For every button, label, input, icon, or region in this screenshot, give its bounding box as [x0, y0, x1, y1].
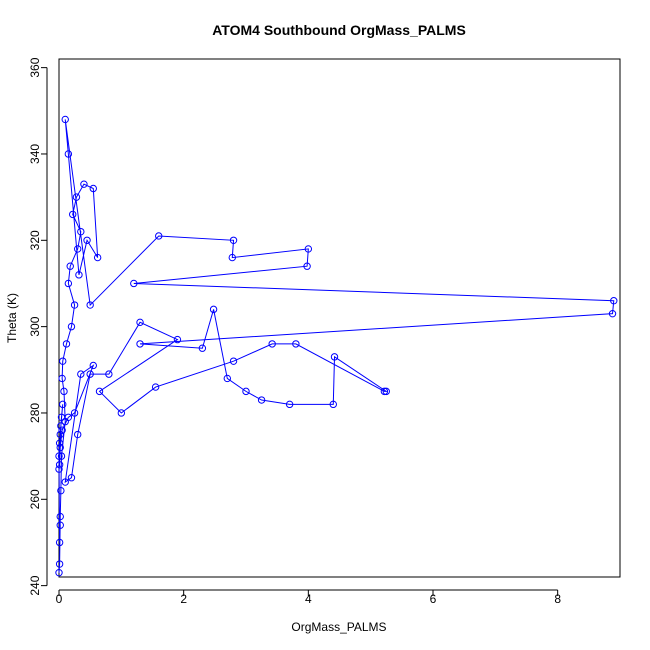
data-point	[198, 344, 207, 352]
data-point	[66, 262, 74, 270]
data-point	[229, 236, 238, 245]
data-point	[380, 387, 389, 396]
data-point	[136, 340, 144, 348]
x-axis-label: OrgMass_PALMS	[291, 620, 386, 634]
data-point	[130, 279, 138, 288]
data-point	[75, 271, 83, 279]
data-point	[60, 387, 68, 396]
data-point	[55, 568, 63, 577]
data-point	[86, 301, 94, 309]
data-point	[74, 430, 82, 439]
data-point	[382, 387, 390, 396]
series-layer	[55, 115, 618, 577]
data-point	[58, 374, 66, 383]
data-point	[61, 478, 69, 486]
data-point	[58, 426, 66, 434]
data-point	[56, 430, 64, 439]
data-point	[57, 452, 66, 460]
data-point	[95, 387, 104, 396]
data-point	[62, 340, 71, 348]
data-point	[173, 335, 182, 344]
data-point	[80, 180, 88, 188]
data-point	[304, 245, 313, 253]
chart-title: ATOM4 Southbound OrgMass_PALMS	[212, 22, 466, 38]
y-tick-label: 280	[28, 403, 42, 423]
data-point	[83, 236, 91, 245]
x-tick-label: 8	[554, 592, 561, 606]
y-tick-label: 260	[28, 489, 42, 509]
y-axis-label: Theta (K)	[5, 293, 19, 343]
x-tick-label: 2	[180, 592, 187, 606]
data-point	[77, 370, 85, 378]
plot-frame	[58, 58, 621, 578]
data-point	[59, 400, 67, 409]
data-point	[55, 538, 64, 547]
y-tick-label: 320	[28, 230, 42, 250]
data-point	[56, 512, 64, 521]
data-point	[285, 400, 294, 409]
data-point	[57, 422, 65, 430]
data-point	[67, 474, 76, 482]
data-point	[89, 361, 97, 370]
data-point	[57, 486, 65, 495]
x-tick-label: 4	[305, 592, 312, 606]
data-point	[70, 409, 79, 417]
data-point	[268, 340, 276, 348]
data-point	[55, 461, 64, 469]
data-point	[67, 322, 76, 331]
x-tick-label: 6	[430, 592, 437, 606]
data-point	[89, 184, 97, 193]
data-point	[608, 309, 617, 318]
y-tick-label: 360	[28, 57, 42, 77]
data-point	[330, 353, 339, 361]
data-point	[303, 262, 311, 270]
data-point	[93, 253, 102, 262]
data-point	[209, 305, 218, 314]
x-tick-label: 0	[56, 592, 63, 606]
data-point	[59, 357, 67, 365]
data-point	[610, 297, 618, 305]
data-point	[61, 115, 69, 124]
data-point	[229, 357, 238, 365]
data-point	[64, 150, 73, 158]
data-point	[117, 409, 126, 417]
data-point	[257, 396, 266, 404]
data-point	[70, 301, 79, 309]
data-point	[242, 387, 250, 396]
data-point	[136, 318, 144, 327]
data-point	[74, 245, 82, 253]
data-point	[77, 227, 85, 236]
data-point	[55, 439, 64, 447]
data-point	[151, 383, 160, 391]
data-point	[64, 279, 73, 288]
data-point	[228, 253, 236, 262]
data-point	[223, 374, 232, 383]
y-tick-label: 340	[28, 144, 42, 164]
data-point	[56, 443, 64, 452]
data-point	[56, 521, 64, 529]
data-point	[57, 413, 66, 421]
y-tick-label: 300	[28, 316, 42, 336]
data-point	[292, 340, 300, 348]
data-point	[72, 193, 81, 201]
data-point	[55, 560, 64, 568]
axes-layer: 0 2 4 6 8 240 260 280 300 320 340 360	[28, 57, 561, 606]
data-point	[105, 370, 113, 378]
y-tick-label: 240	[28, 575, 42, 595]
data-point	[155, 232, 163, 240]
data-point	[55, 452, 63, 460]
data-point	[55, 465, 63, 473]
data-point	[86, 370, 94, 378]
data-point	[69, 210, 77, 219]
data-point	[329, 400, 337, 409]
